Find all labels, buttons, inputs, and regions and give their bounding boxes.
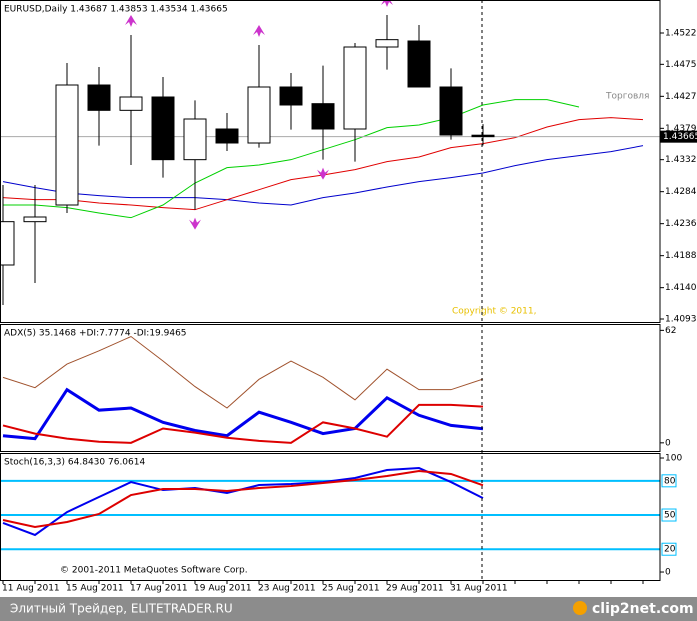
x-tick-label: 23 Aug 2011 [258,584,316,594]
level-label-box [661,542,677,556]
candle-body [0,221,15,266]
y-tick-label: 1.40930 [665,315,697,325]
y-tick-label: 1.41880 [665,251,697,261]
level-label: 20 [664,545,676,555]
panel [0,0,660,305]
panel-frame [0,453,661,581]
indicator-line [2,403,484,444]
fractal-down [317,167,329,180]
candle-body [183,118,207,161]
candle-body [279,86,303,106]
indicator-line [2,335,484,409]
candle-body [215,128,239,144]
indicator-line [2,470,484,529]
indicator-line [3,99,580,219]
footer-text: Элитный Трейдер, ELITETRADER.RU [10,602,233,616]
candle-body [247,86,271,144]
panel-title: ADX(5) 35.1468 +DI:7.7774 -DI:19.9465 [4,329,187,339]
panel [0,467,660,551]
level-label-box [661,474,677,488]
y-tick-label: 100 [665,454,682,464]
candle-body [151,96,175,161]
y-tick-label: 1.43320 [665,155,697,165]
x-tick-label: 29 Aug 2011 [386,584,444,594]
level-label: 50 [664,511,676,521]
y-tick-label: 62 [665,326,676,336]
level-label-box [661,508,677,522]
fractal-up [125,15,137,27]
candle-body [23,216,47,223]
y-tick-label: 1.42840 [665,187,697,197]
logo-icon [573,601,587,615]
candle-body [471,134,495,138]
panel-title: Stoch(16,3,3) 64.8430 76.0614 [4,458,145,468]
panel-frame [0,0,661,323]
indicator-line [2,145,644,206]
annotation: Торговля [605,92,649,102]
y-tick-label: 1.42360 [665,219,697,229]
current-price-label: 1.43665 [663,132,697,142]
y-tick-label: 1.44750 [665,60,697,70]
panel [2,335,484,444]
candle-body [343,46,367,130]
indicator-line [2,387,484,441]
fractal-down [189,217,201,230]
candle-body [439,86,463,136]
annotation: Copyright © 2011, [452,307,536,317]
x-tick-label: 15 Aug 2011 [66,584,124,594]
fractal-up [381,0,393,7]
y-tick-label: 1.45220 [665,29,697,39]
x-tick-label: 25 Aug 2011 [322,584,380,594]
panel-frame [0,324,661,452]
candle-body [375,39,399,48]
footer-logo: clip2net.com [592,601,694,617]
fractal-up [253,25,265,37]
x-tick-label: 11 Aug 2011 [2,584,60,594]
x-tick-label: 19 Aug 2011 [194,584,252,594]
panel-title: EURUSD,Daily 1.43687 1.43853 1.43534 1.4… [4,5,228,15]
level-label: 80 [664,476,676,486]
y-tick-label: 1.41400 [665,283,697,293]
candle-body [55,84,79,206]
y-tick-label: 1.43790 [665,124,697,134]
y-tick-label: 1.44270 [665,92,697,102]
annotation: © 2001-2011 MetaQuotes Software Corp. [60,566,248,576]
candle-body [407,40,431,88]
candle-body [311,103,335,130]
candle-body [119,96,143,111]
y-tick-label: 0 [665,438,671,448]
x-tick-label: 17 Aug 2011 [130,584,188,594]
current-price-box [660,130,697,143]
candle-body [87,84,111,111]
y-tick-label: 0 [665,568,671,578]
x-tick-label: 31 Aug 2011 [450,584,508,594]
